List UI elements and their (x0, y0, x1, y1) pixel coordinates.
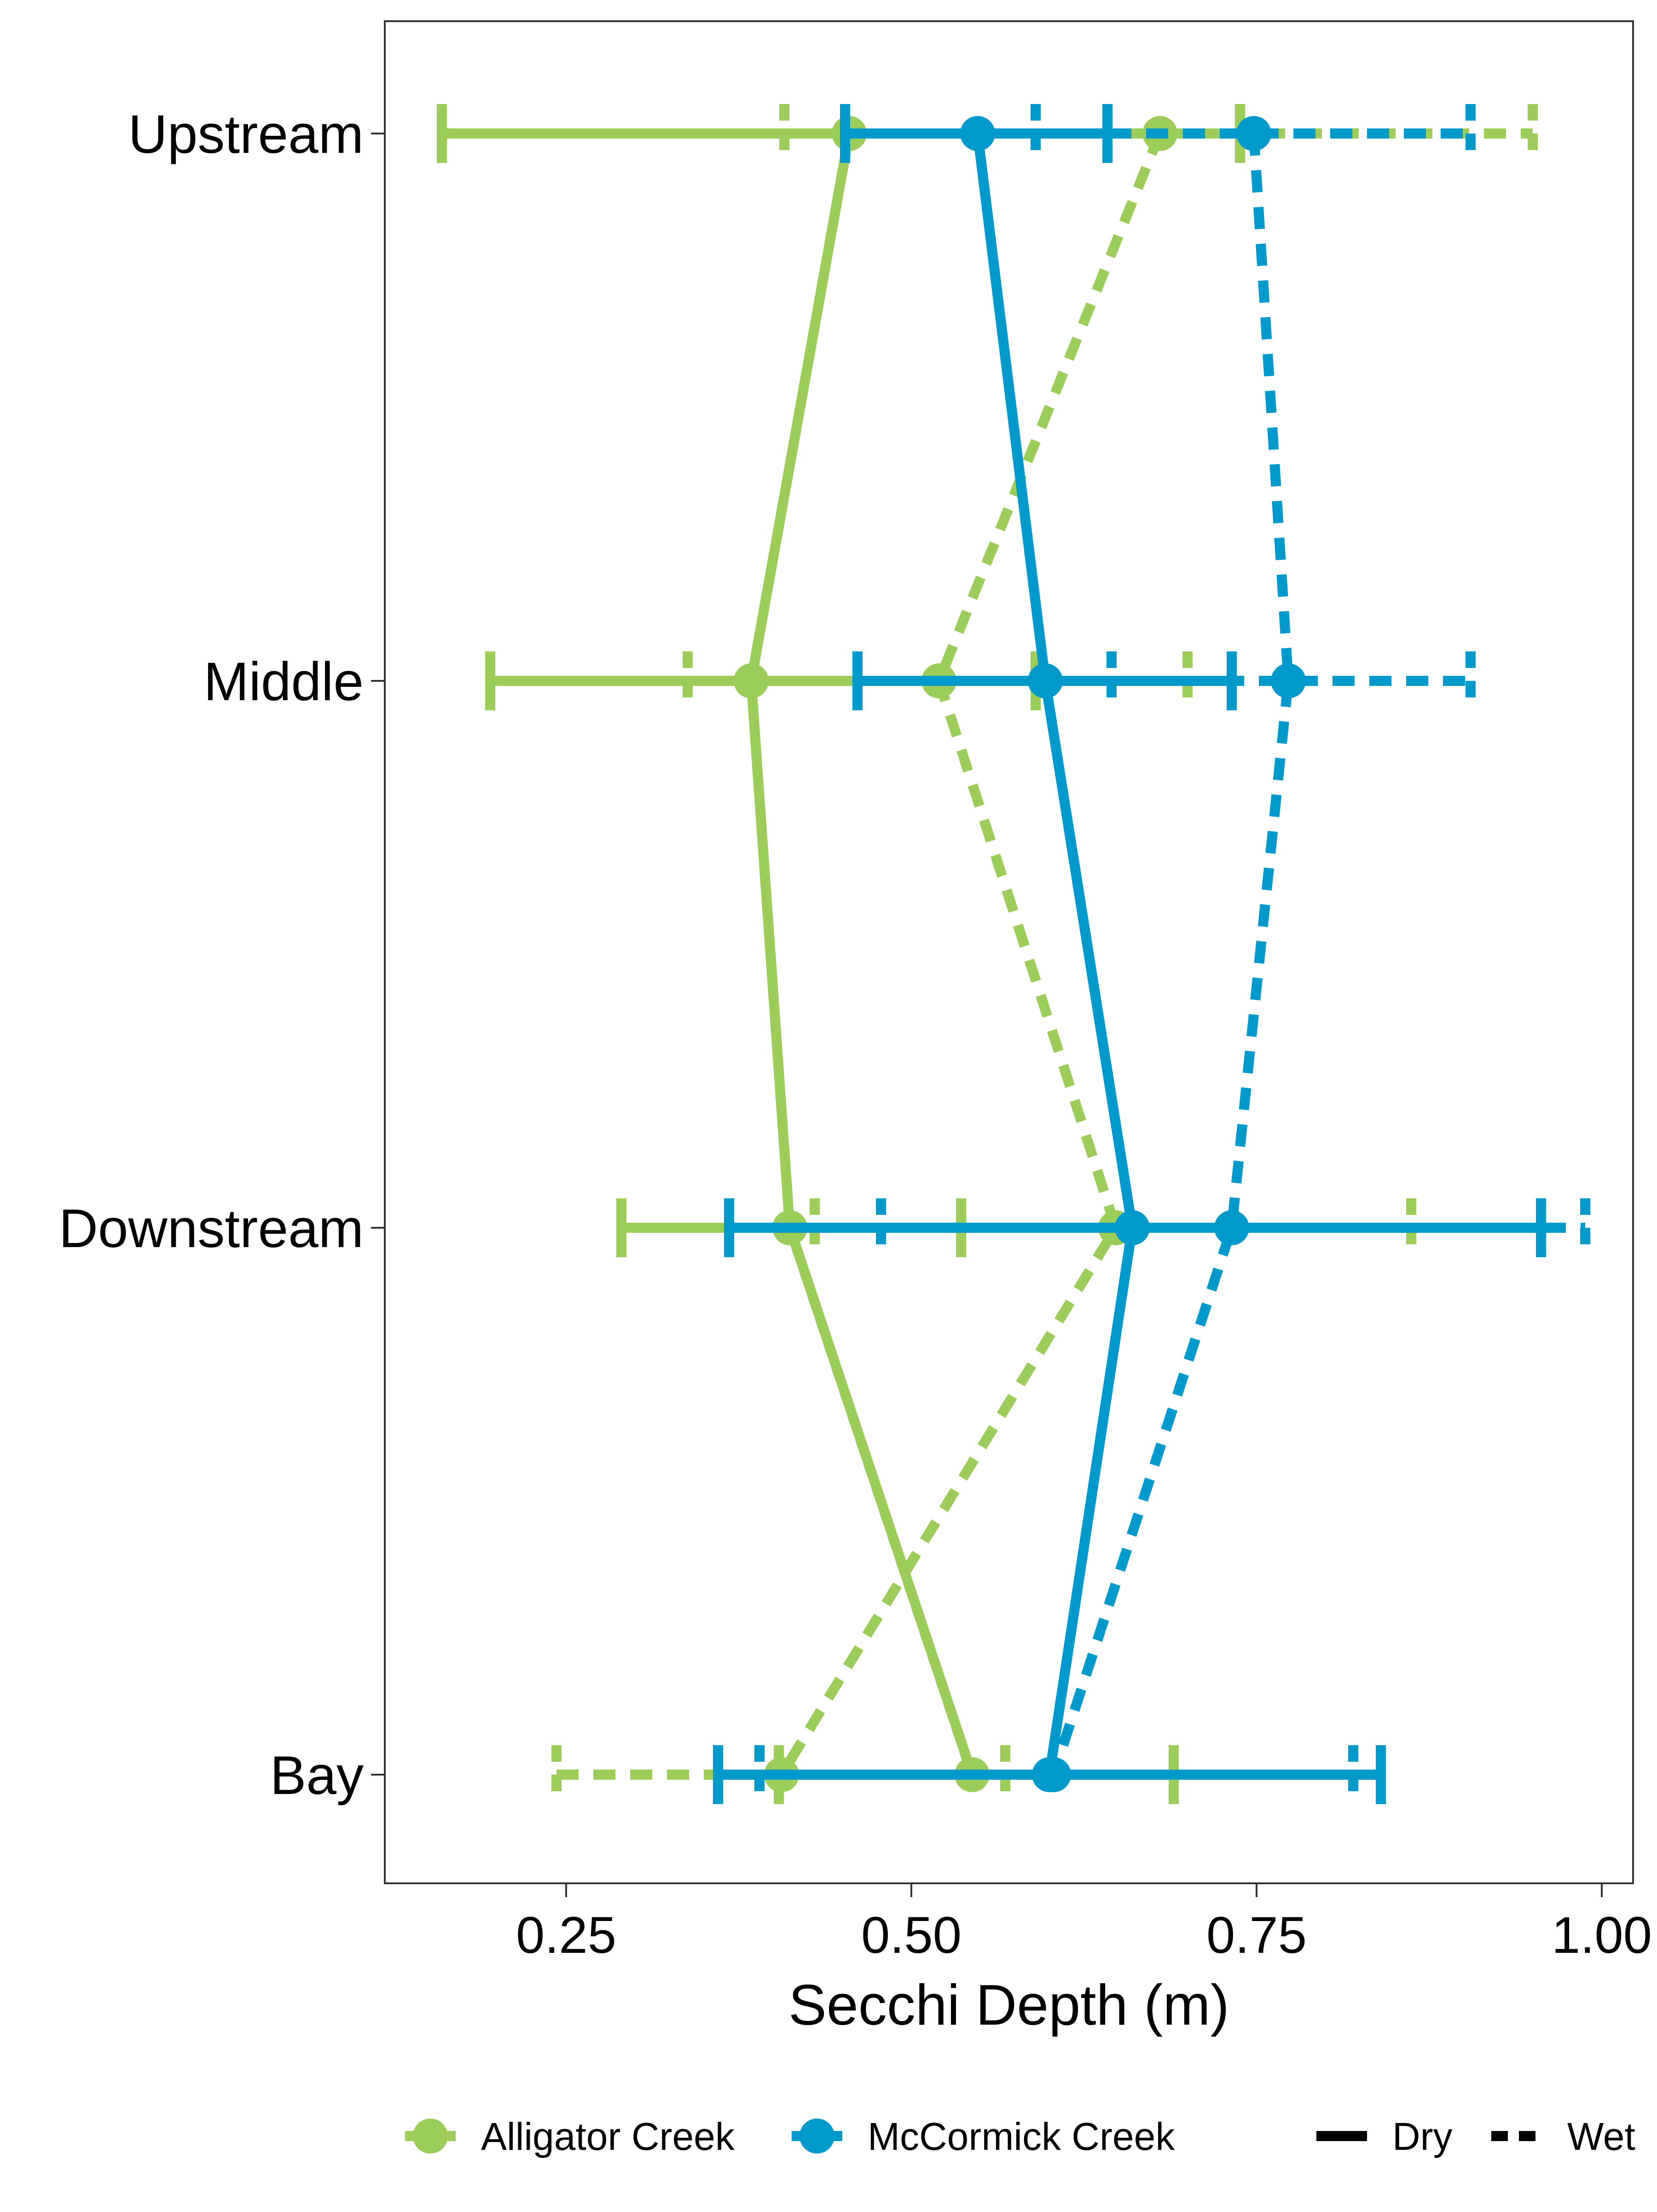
y-tick-label-downstream: Downstream (59, 1198, 364, 1259)
legend-key-mccormick-creek: McCormick Creek (792, 2115, 1175, 2158)
legend-label: McCormick Creek (868, 2115, 1175, 2158)
x-axis-title: Secchi Depth (m) (788, 1974, 1229, 2037)
data-point (734, 663, 769, 698)
y-tick-label-middle: Middle (203, 651, 364, 712)
series-line (973, 133, 1137, 1776)
x-tick-label: 0.75 (1206, 1906, 1307, 1964)
data-point (1271, 663, 1306, 698)
legend-label: Wet (1567, 2115, 1635, 2158)
series-mccormick-creek-wet (754, 104, 1590, 1804)
legend-key-dry: Dry (1316, 2115, 1453, 2158)
data-point (1214, 1210, 1249, 1245)
data-point (1028, 663, 1063, 698)
data-point (960, 116, 995, 151)
x-tick-label: 1.00 (1552, 1906, 1652, 1964)
data-point (1236, 116, 1271, 151)
data-point (1036, 1757, 1071, 1792)
legend-point-swatch (413, 2119, 448, 2154)
series-line (746, 133, 977, 1777)
y-axis: Upstream Middle Downstream Bay (59, 104, 385, 1806)
series-line (1049, 133, 1293, 1777)
legend-key-wet: Wet (1491, 2115, 1635, 2158)
legend-label: Dry (1392, 2115, 1453, 2158)
y-tick-label-bay: Bay (270, 1745, 364, 1806)
plot-panel-border (384, 20, 1634, 1884)
x-tick-label: 0.25 (516, 1906, 616, 1964)
series-line (777, 131, 1165, 1777)
y-tick-label-upstream: Upstream (128, 104, 364, 165)
series-layer (437, 104, 1590, 1804)
legend-label: Alligator Creek (481, 2115, 735, 2158)
legend-key-alligator-creek: Alligator Creek (405, 2115, 735, 2158)
x-tick-label: 0.50 (861, 1906, 962, 1964)
legend-point-swatch (800, 2119, 834, 2154)
data-point (1115, 1210, 1150, 1245)
legend: Alligator Creek McCormick Creek Dry Wet (405, 2115, 1635, 2158)
x-axis: 0.25 0.50 0.75 1.00 (516, 1883, 1652, 1964)
